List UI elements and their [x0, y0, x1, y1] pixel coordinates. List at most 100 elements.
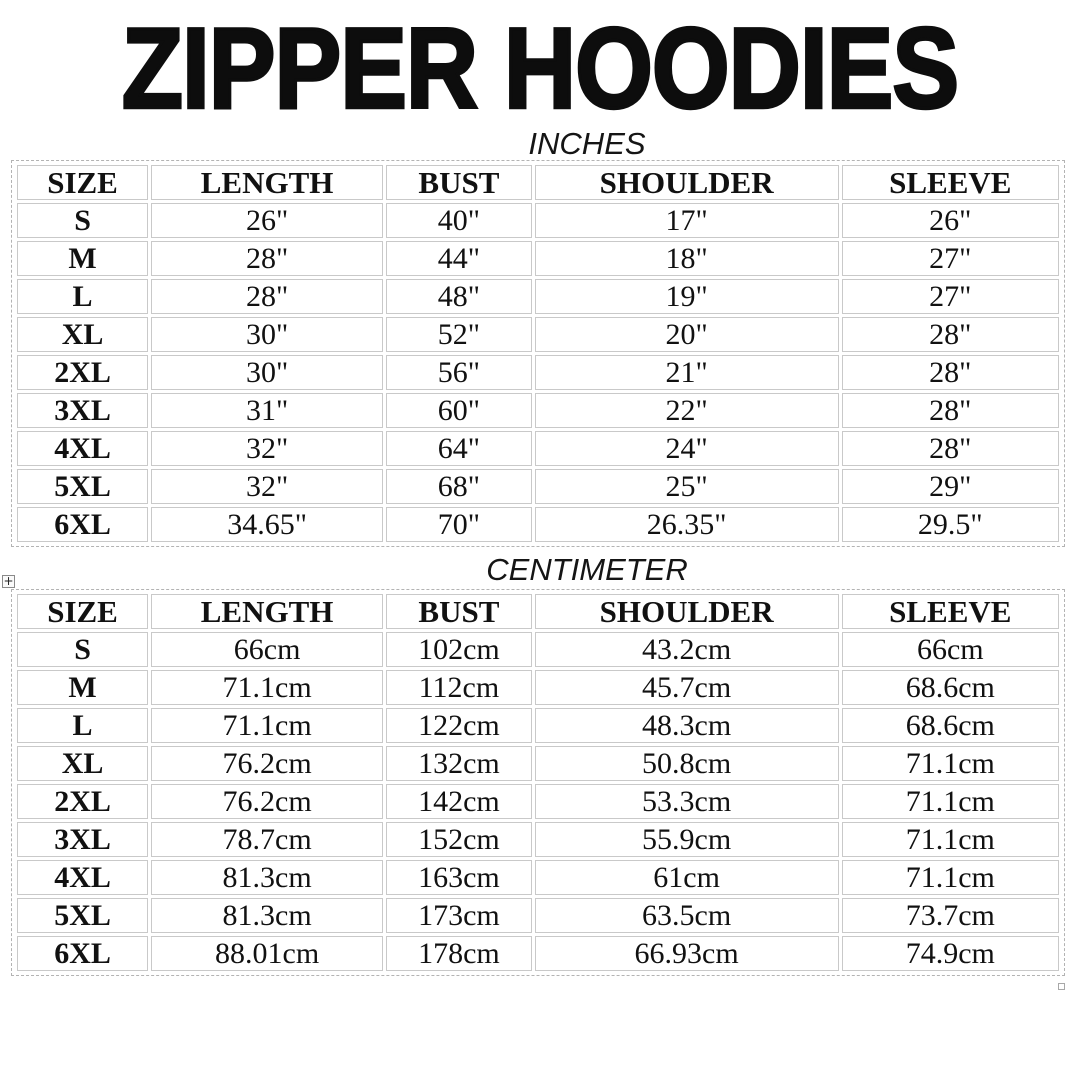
- value-cell: 66cm: [151, 632, 384, 667]
- value-cell: 43.2cm: [534, 632, 839, 667]
- table-row: XL 30" 52" 20" 28": [17, 317, 1059, 352]
- value-cell: 25": [534, 469, 839, 504]
- header-row: SIZE LENGTH BUST SHOULDER SLEEVE: [17, 165, 1059, 200]
- value-cell: 64": [386, 431, 532, 466]
- value-cell: 56": [386, 355, 532, 390]
- section-label-centimeter: CENTIMETER: [486, 552, 688, 587]
- value-cell: 163cm: [386, 860, 532, 895]
- size-cell: M: [17, 241, 149, 276]
- value-cell: 28": [841, 355, 1059, 390]
- value-cell: 63.5cm: [534, 898, 839, 933]
- value-cell: 61cm: [534, 860, 839, 895]
- value-cell: 20": [534, 317, 839, 352]
- value-cell: 34.65": [151, 507, 384, 542]
- table-row: 6XL 88.01cm 178cm 66.93cm 74.9cm: [17, 936, 1059, 971]
- table-move-handle-icon[interactable]: +: [2, 574, 15, 588]
- value-cell: 26": [151, 203, 384, 238]
- header-row: SIZE LENGTH BUST SHOULDER SLEEVE: [17, 594, 1059, 629]
- value-cell: 102cm: [386, 632, 532, 667]
- column-header: SLEEVE: [841, 165, 1059, 200]
- size-table-inches: SIZE LENGTH BUST SHOULDER SLEEVE S 26" 40" 17" 26…: [11, 160, 1065, 547]
- column-header: SIZE: [17, 594, 149, 629]
- value-cell: 66cm: [841, 632, 1059, 667]
- table-row: 4XL 32" 64" 24" 28": [17, 431, 1059, 466]
- value-cell: 81.3cm: [151, 898, 384, 933]
- value-cell: 74.9cm: [841, 936, 1059, 971]
- column-header: SLEEVE: [841, 594, 1059, 629]
- table-row: 6XL 34.65" 70" 26.35" 29.5": [17, 507, 1059, 542]
- column-header: SHOULDER: [534, 594, 839, 629]
- page-title: ZIPPER HOODIES: [120, 3, 960, 134]
- value-cell: 178cm: [386, 936, 532, 971]
- value-cell: 53.3cm: [534, 784, 839, 819]
- value-cell: 70": [386, 507, 532, 542]
- value-cell: 29": [841, 469, 1059, 504]
- table-row: M 71.1cm 112cm 45.7cm 68.6cm: [17, 670, 1059, 705]
- table-row: S 26" 40" 17" 26": [17, 203, 1059, 238]
- value-cell: 50.8cm: [534, 746, 839, 781]
- size-cell: 3XL: [17, 822, 149, 857]
- value-cell: 19": [534, 279, 839, 314]
- table-row: M 28" 44" 18" 27": [17, 241, 1059, 276]
- value-cell: 73.7cm: [841, 898, 1059, 933]
- value-cell: 71.1cm: [841, 822, 1059, 857]
- size-cell: 6XL: [17, 507, 149, 542]
- value-cell: 173cm: [386, 898, 532, 933]
- value-cell: 28": [151, 241, 384, 276]
- value-cell: 112cm: [386, 670, 532, 705]
- value-cell: 26.35": [534, 507, 839, 542]
- value-cell: 152cm: [386, 822, 532, 857]
- value-cell: 48": [386, 279, 532, 314]
- value-cell: 142cm: [386, 784, 532, 819]
- value-cell: 28": [841, 393, 1059, 428]
- value-cell: 66.93cm: [534, 936, 839, 971]
- column-header: LENGTH: [151, 165, 384, 200]
- size-table-centimeter: SIZE LENGTH BUST SHOULDER SLEEVE S 66cm 102cm 43…: [11, 589, 1065, 976]
- table-row: 4XL 81.3cm 163cm 61cm 71.1cm: [17, 860, 1059, 895]
- size-cell: XL: [17, 746, 149, 781]
- size-cell: 5XL: [17, 898, 149, 933]
- value-cell: 28": [151, 279, 384, 314]
- value-cell: 52": [386, 317, 532, 352]
- value-cell: 78.7cm: [151, 822, 384, 857]
- table-row: 5XL 81.3cm 173cm 63.5cm 73.7cm: [17, 898, 1059, 933]
- size-cell: 6XL: [17, 936, 149, 971]
- size-cell: S: [17, 632, 149, 667]
- value-cell: 71.1cm: [151, 708, 384, 743]
- value-cell: 27": [841, 241, 1059, 276]
- table-row: 3XL 78.7cm 152cm 55.9cm 71.1cm: [17, 822, 1059, 857]
- column-header: BUST: [386, 594, 532, 629]
- size-cell: L: [17, 279, 149, 314]
- table-row: 2XL 30" 56" 21" 28": [17, 355, 1059, 390]
- value-cell: 132cm: [386, 746, 532, 781]
- value-cell: 21": [534, 355, 839, 390]
- value-cell: 28": [841, 317, 1059, 352]
- value-cell: 68.6cm: [841, 670, 1059, 705]
- value-cell: 88.01cm: [151, 936, 384, 971]
- value-cell: 60": [386, 393, 532, 428]
- value-cell: 44": [386, 241, 532, 276]
- size-cell: S: [17, 203, 149, 238]
- value-cell: 28": [841, 431, 1059, 466]
- value-cell: 71.1cm: [841, 784, 1059, 819]
- size-cell: L: [17, 708, 149, 743]
- value-cell: 45.7cm: [534, 670, 839, 705]
- size-cell: 3XL: [17, 393, 149, 428]
- value-cell: 26": [841, 203, 1059, 238]
- value-cell: 30": [151, 317, 384, 352]
- size-table-centimeter-grid: SIZE LENGTH BUST SHOULDER SLEEVE S 66cm 102cm 43…: [14, 591, 1062, 974]
- column-header: SHOULDER: [534, 165, 839, 200]
- value-cell: 71.1cm: [841, 746, 1059, 781]
- value-cell: 31": [151, 393, 384, 428]
- size-table-inches-grid: SIZE LENGTH BUST SHOULDER SLEEVE S 26" 40" 17" 26…: [14, 162, 1062, 545]
- table-resize-handle[interactable]: [1058, 983, 1065, 990]
- value-cell: 30": [151, 355, 384, 390]
- size-cell: 4XL: [17, 431, 149, 466]
- table-row: 5XL 32" 68" 25" 29": [17, 469, 1059, 504]
- value-cell: 48.3cm: [534, 708, 839, 743]
- column-header: LENGTH: [151, 594, 384, 629]
- value-cell: 68": [386, 469, 532, 504]
- column-header: SIZE: [17, 165, 149, 200]
- table-row: L 71.1cm 122cm 48.3cm 68.6cm: [17, 708, 1059, 743]
- table-row: XL 76.2cm 132cm 50.8cm 71.1cm: [17, 746, 1059, 781]
